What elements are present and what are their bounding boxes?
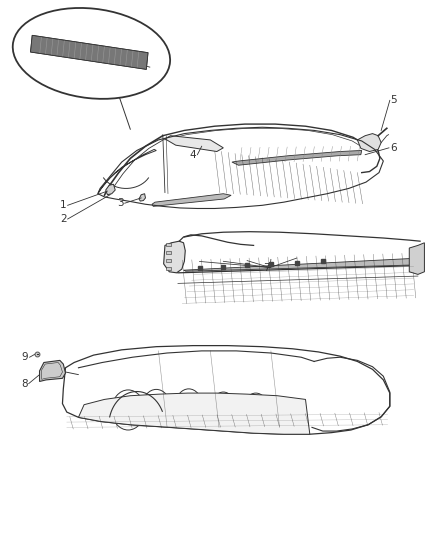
Polygon shape [78,393,310,434]
Text: 6: 6 [390,143,396,153]
Polygon shape [106,184,115,195]
Text: 1: 1 [60,200,67,211]
Polygon shape [166,243,170,246]
Polygon shape [166,251,170,254]
Text: 7: 7 [263,263,270,272]
Polygon shape [164,241,185,273]
Text: 9: 9 [21,352,28,362]
Polygon shape [39,360,66,382]
Polygon shape [184,259,416,271]
Text: 2: 2 [60,214,67,224]
Polygon shape [232,150,362,165]
Polygon shape [139,193,145,201]
Polygon shape [165,136,223,151]
Text: 10: 10 [117,57,131,67]
Polygon shape [166,259,170,262]
Text: 4: 4 [190,150,197,160]
Polygon shape [152,193,231,206]
Text: 8: 8 [21,378,28,389]
Text: 3: 3 [117,198,124,208]
Polygon shape [409,243,424,274]
Polygon shape [31,35,148,69]
Polygon shape [166,266,170,270]
Text: 5: 5 [390,95,396,106]
Polygon shape [357,134,381,151]
